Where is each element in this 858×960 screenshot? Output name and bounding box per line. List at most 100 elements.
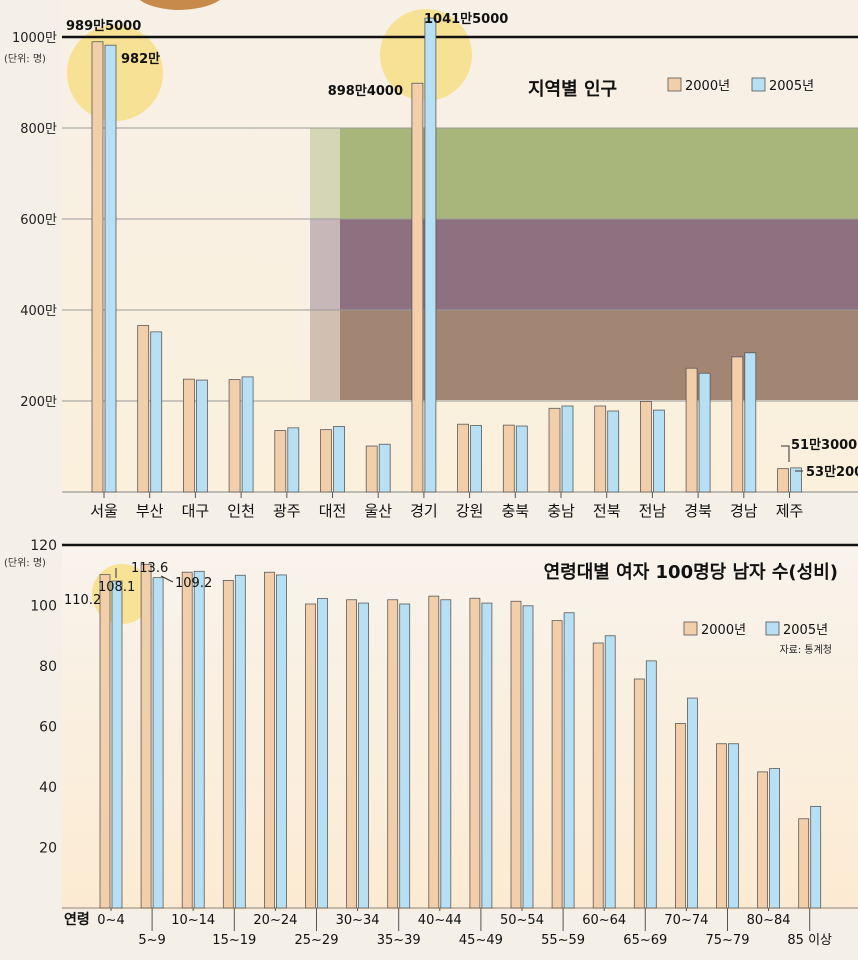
chart1-category-label: 인천: [227, 502, 255, 520]
chart1-bar-2000: [731, 356, 744, 493]
chart1-data-label: 989만5000: [66, 18, 141, 34]
chart1-bar-2000: [685, 367, 698, 493]
chart1-leader-line: [781, 445, 790, 462]
chart1-category-label: 대전: [319, 502, 347, 520]
chart2-category-label: 20~24: [253, 913, 297, 928]
chart2-bar-2005: [728, 743, 739, 909]
chart2-bar-2000: [305, 603, 316, 909]
chart2-bar-2000: [387, 599, 399, 909]
chart2-bar-2005: [810, 805, 822, 909]
chart1-data-label: 53만200: [806, 464, 858, 480]
chart2-xlabel: 연령: [64, 912, 90, 928]
chart2-bar-2000: [757, 771, 768, 909]
chart2-category-label: 15~19: [212, 933, 256, 948]
chart2-category-label: 65~69: [623, 933, 667, 948]
chart1-bar-2005: [653, 409, 665, 493]
chart2-bar-2005: [604, 635, 616, 909]
chart1-data-label: 898만4000: [328, 83, 403, 99]
chart2-bar-2000: [551, 620, 563, 909]
chart1-bar-2000: [640, 401, 652, 493]
chart1-category-label: 광주: [273, 502, 301, 520]
chart2-data-label: 113.6: [131, 561, 168, 576]
chart2-ytick-label: 20: [39, 841, 57, 857]
chart1-bar-2000: [594, 405, 607, 493]
chart2-bar-2000: [633, 678, 645, 909]
chart2-bar-2005: [399, 603, 411, 909]
chart2-bar-2005: [563, 612, 575, 909]
chart1-bar-2000: [777, 468, 789, 493]
chart1-title: 지역별 인구: [528, 79, 617, 100]
chart1-ytick-label: 1000만: [12, 31, 57, 46]
chart2-data-label: 110.2: [64, 593, 101, 608]
chart1-legend-label: 2000년: [685, 79, 730, 94]
chart1-category-label: 강원: [456, 502, 484, 520]
chart2-bar-2005: [358, 602, 370, 909]
chart2-category-label: 25~29: [295, 933, 339, 948]
chart1-bar-2005: [287, 427, 300, 493]
chart1-bar-2000: [320, 429, 332, 493]
chart2-bar-2000: [140, 563, 152, 909]
chart2-data-label: 109.2: [175, 576, 212, 591]
chart2-category-label: 80~84: [747, 913, 791, 928]
chart2-leader-line: [160, 575, 174, 583]
chart2-ytick-label: 80: [39, 659, 57, 675]
chart2-category-label: 0~4: [97, 913, 124, 928]
chart2-category-label: 10~14: [171, 913, 215, 928]
chart1-bar-2000: [457, 423, 470, 493]
chart2-source-label: 자료: 통계청: [779, 644, 832, 656]
photo-elderly: [310, 310, 858, 400]
chart1-legend-label: 2005년: [769, 79, 814, 94]
basket-decoration: [140, 0, 220, 10]
chart2-category-label: 35~39: [377, 933, 421, 948]
chart2-category-label: 85 이상: [787, 933, 832, 948]
chart2-bar-2005: [481, 602, 493, 909]
chart1-bar-2005: [150, 331, 163, 493]
chart1-bar-2005: [515, 425, 528, 493]
chart2-bar-2005: [111, 580, 123, 909]
chart2-category-label: 50~54: [500, 913, 544, 928]
chart1-category-label: 충북: [501, 502, 529, 520]
chart1-bar-2000: [137, 325, 150, 493]
chart1-bar-2005: [790, 467, 802, 493]
chart1-bar-2000: [91, 41, 104, 493]
chart1-ytick-label: 400만: [20, 304, 57, 319]
chart2-bar-2000: [716, 743, 727, 909]
chart1-category-label: 제주: [776, 502, 804, 520]
chart1-bar-2005: [378, 443, 391, 493]
chart2-category-label: 30~34: [336, 913, 380, 928]
chart2-legend-label: 2000년: [701, 623, 746, 638]
chart2-unit-label: (단위: 명): [4, 556, 46, 569]
chart2-bar-2005: [193, 570, 205, 909]
chart1-ytick-label: 800만: [20, 122, 57, 137]
chart1-bar-2005: [241, 376, 254, 493]
chart1-bar-2005: [333, 426, 345, 493]
chart1-category-label: 경기: [410, 502, 438, 520]
chart2-category-label: 45~49: [459, 933, 503, 948]
chart1-data-label: 982만: [121, 51, 160, 67]
chart2-bar-2000: [592, 642, 604, 909]
photo-adults: [310, 219, 858, 310]
chart2-bar-2000: [99, 574, 111, 909]
chart2-bar-2005: [522, 605, 534, 909]
chart1-unit-label: (단위: 명): [4, 52, 46, 65]
chart2-bar-2000: [346, 599, 358, 909]
chart2-bar-2005: [440, 599, 452, 909]
chart2-bar-2000: [798, 818, 810, 909]
chart1-category-label: 서울: [90, 502, 118, 520]
photo-children: [310, 128, 858, 219]
chart1-category-label: 전북: [593, 502, 621, 520]
chart2-bar-2000: [469, 597, 481, 909]
chart2-bar-2000: [675, 723, 686, 909]
chart1-legend-swatch: [667, 77, 682, 92]
chart1-data-label: 1041만5000: [424, 11, 508, 27]
chart1-category-label: 대구: [182, 502, 210, 520]
chart2-title: 연령대별 여자 100명당 남자 수(성비): [544, 562, 838, 583]
chart2-legend-swatch: [683, 621, 698, 636]
chart1-bar-2005: [104, 44, 117, 493]
chart1-bar-2000: [274, 430, 287, 493]
chart2-legend-label: 2005년: [783, 623, 828, 638]
chart2-category-label: 60~64: [582, 913, 626, 928]
chart2-category-label: 75~79: [706, 933, 750, 948]
